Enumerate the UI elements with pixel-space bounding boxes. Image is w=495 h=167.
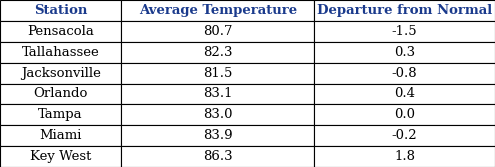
Bar xyxy=(314,104,495,125)
Bar xyxy=(0,63,121,84)
Text: 80.7: 80.7 xyxy=(203,25,233,38)
Text: 83.1: 83.1 xyxy=(203,88,233,100)
Bar xyxy=(314,0,495,21)
Text: Tallahassee: Tallahassee xyxy=(22,46,99,59)
Text: Pensacola: Pensacola xyxy=(27,25,94,38)
Bar xyxy=(121,63,314,84)
Bar xyxy=(0,0,121,21)
Text: Average Temperature: Average Temperature xyxy=(139,4,297,17)
Bar xyxy=(121,0,314,21)
Text: 83.0: 83.0 xyxy=(203,108,233,121)
Text: 83.9: 83.9 xyxy=(203,129,233,142)
Bar xyxy=(121,21,314,42)
Bar xyxy=(314,21,495,42)
Bar xyxy=(314,63,495,84)
Text: 82.3: 82.3 xyxy=(203,46,233,59)
Bar xyxy=(0,125,121,146)
Text: 0.0: 0.0 xyxy=(394,108,415,121)
Bar xyxy=(0,21,121,42)
Text: -0.2: -0.2 xyxy=(392,129,417,142)
Bar xyxy=(0,42,121,63)
Text: Orlando: Orlando xyxy=(34,88,88,100)
Text: 0.4: 0.4 xyxy=(394,88,415,100)
Bar xyxy=(0,84,121,104)
Text: -1.5: -1.5 xyxy=(392,25,417,38)
Bar xyxy=(314,125,495,146)
Text: Jacksonville: Jacksonville xyxy=(21,67,100,79)
Text: 86.3: 86.3 xyxy=(203,150,233,163)
Bar xyxy=(121,42,314,63)
Text: Station: Station xyxy=(34,4,87,17)
Bar xyxy=(121,104,314,125)
Bar xyxy=(121,125,314,146)
Text: Miami: Miami xyxy=(40,129,82,142)
Text: -0.8: -0.8 xyxy=(392,67,417,79)
Text: 81.5: 81.5 xyxy=(203,67,233,79)
Text: Tampa: Tampa xyxy=(38,108,83,121)
Bar xyxy=(0,104,121,125)
Text: Key West: Key West xyxy=(30,150,91,163)
Bar xyxy=(314,84,495,104)
Text: 0.3: 0.3 xyxy=(394,46,415,59)
Bar xyxy=(0,146,121,167)
Bar xyxy=(314,42,495,63)
Text: 1.8: 1.8 xyxy=(394,150,415,163)
Bar xyxy=(121,84,314,104)
Bar xyxy=(314,146,495,167)
Bar xyxy=(121,146,314,167)
Text: Departure from Normal: Departure from Normal xyxy=(317,4,493,17)
